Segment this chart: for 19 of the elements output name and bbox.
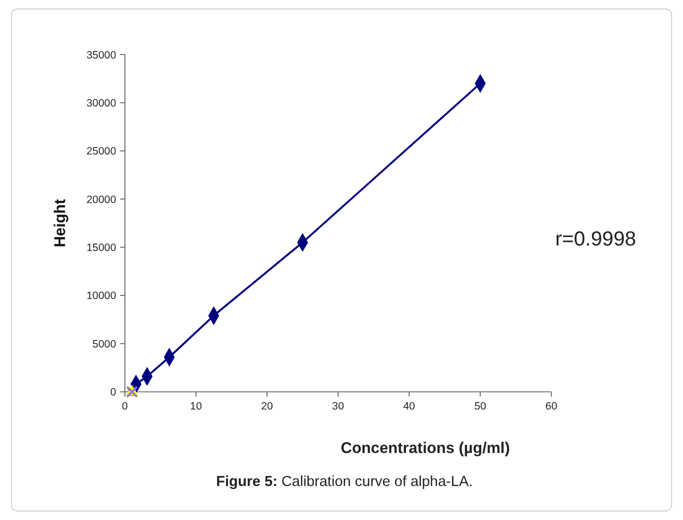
y-tick-label: 5000 [92, 338, 116, 350]
y-tick-label: 10000 [86, 290, 116, 302]
x-tick-label: 0 [122, 400, 128, 412]
x-axis-title: Concentrations (µg/ml) [340, 440, 510, 457]
y-tick-label: 35000 [86, 49, 116, 62]
y-tick-label: 0 [110, 386, 116, 399]
y-tick-label: 30000 [86, 97, 116, 110]
x-tick-label: 10 [190, 400, 202, 412]
x-tick-label: 60 [545, 400, 558, 412]
x-tick-label: 40 [403, 400, 416, 412]
y-tick-label: 15000 [86, 242, 116, 254]
text: Figure 5: Calibration curve of alpha-LA. [216, 474, 473, 490]
x-tick-label: 20 [261, 400, 274, 412]
y-tick-label: 25000 [86, 146, 116, 158]
text: r=0.9998 [555, 228, 636, 250]
y-tick-label: 20000 [86, 194, 116, 206]
x-tick-label: 50 [474, 400, 486, 412]
y-axis-title: Height [52, 199, 69, 248]
x-tick-label: 30 [332, 400, 344, 412]
